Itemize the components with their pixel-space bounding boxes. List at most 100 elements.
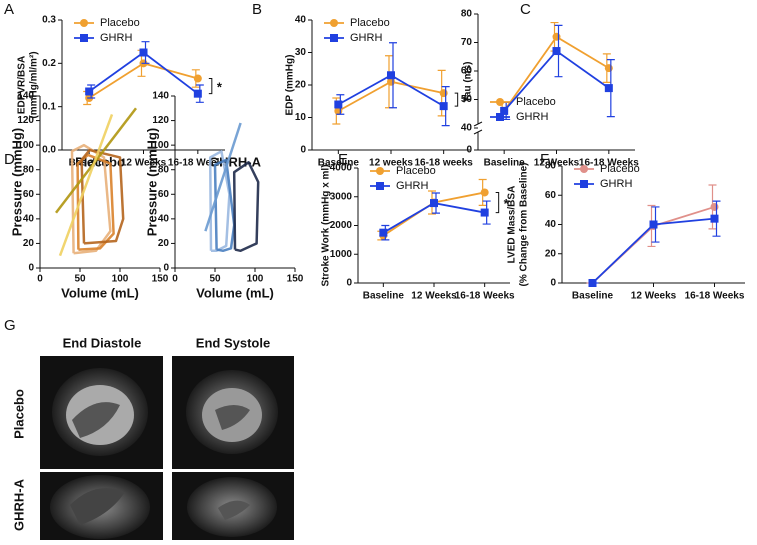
y-tick-label: 80 [158,164,170,175]
x-tick-label: Baseline [363,291,405,302]
x-tick-label: 16-18 Weeks [579,158,639,169]
legend-label: GHRH [516,111,548,123]
x-tick-label: Baseline [572,291,614,302]
significance-bracket [495,191,500,214]
y-tick-label: 60 [23,189,35,200]
y-tick-label: 70 [461,37,473,48]
panel-letter: F [540,151,549,168]
legend-label: GHRH [396,180,428,192]
marker [139,48,148,57]
x-tick-label: 12 Weeks [121,158,167,169]
legend-label: Placebo [516,96,556,108]
panel-letter: B [252,1,262,18]
marker [710,214,719,223]
pv-loop [70,143,112,255]
y-tick-label: 0 [300,145,306,156]
legend-label: GHRH [100,32,132,44]
legend-label: GHRH [600,178,632,190]
x-axis-label: Volume (mL) [61,285,139,300]
y-tick-label: 1000 [330,249,353,260]
y-tick-label: 0 [550,278,556,289]
y-tick-label: 30 [295,47,307,58]
y-axis-label: LVED Mass/BSA [507,186,518,264]
y-tick-label: 0.0 [42,145,56,156]
y-tick-label: 80 [23,164,35,175]
y-tick-label: 140 [17,91,34,102]
y-tick-label: 0 [28,263,34,274]
y-axis-label: EDPVR/BSA [17,56,28,114]
legend-marker [80,34,88,42]
marker [193,74,202,83]
legend-marker [496,98,504,106]
marker [588,279,597,287]
panel-letter: D [4,151,15,168]
marker [552,32,561,41]
x-tick-label: 16-18 weeks [414,158,473,169]
y-tick-label: 80 [461,9,473,20]
x-tick-label: 0 [37,274,43,285]
y-axis-label: Pressure (mmHg) [144,128,159,236]
legend-marker [376,167,384,175]
y-tick-label: 40 [461,123,473,134]
legend-label: Placebo [396,165,436,177]
y-tick-label: 40 [158,213,170,224]
y-tick-label: 60 [545,190,557,201]
y-tick-label: 0 [466,145,472,156]
marker [439,89,448,98]
y-tick-label: 40 [545,219,557,230]
series-line [591,206,715,284]
y-tick-label: 60 [461,66,473,77]
significance-bracket [208,78,213,95]
marker [552,47,561,56]
x-axis-label: Volume (mL) [196,285,274,300]
legend-marker [496,113,504,121]
x-tick-label: 50 [74,274,86,285]
panel-g: G End Diastole End Systole Placebo GHRH-… [4,317,294,540]
x-tick-label: 12 Weeks [411,291,457,302]
column-label: End Diastole [63,335,142,350]
y-tick-label: 10 [295,112,307,123]
y-tick-label: 140 [152,91,169,102]
chart-title: Placebo [75,154,125,169]
annotation: * [217,80,223,95]
x-tick-label: 16-18 Weeks [455,291,515,302]
marker [480,188,489,197]
x-tick-label: 150 [287,274,304,285]
mri-image [172,356,294,469]
x-tick-label: 0 [172,274,178,285]
annotation: * [504,196,510,211]
panel-letter: G [4,317,16,334]
y-tick-label: 20 [295,80,307,91]
y-axis-label: Pressure (mmHg) [9,128,24,236]
series-line [382,202,485,234]
panel-letter: A [4,1,14,18]
x-tick-label: Baseline [484,158,526,169]
row-label: GHRH-A [11,478,26,531]
y-tick-label: 100 [17,140,34,151]
pv-loop [80,148,125,245]
y-tick-label: 0.3 [42,15,56,26]
y-tick-label: 4000 [330,163,353,174]
legend-marker [330,19,338,27]
y-tick-label: 40 [23,213,35,224]
mri-image [40,356,163,469]
y-tick-label: 0 [346,278,352,289]
x-tick-label: 12 Weeks [534,158,580,169]
marker [387,71,395,80]
panel: B 0 10 20 30 40 Baseline 12 weeks 16-18 weeks EDP… [252,1,473,169]
marker [85,87,94,96]
legend-label: Placebo [100,17,140,29]
marker [604,64,613,73]
y-axis-label: Stroke Work (mmHg x ml) [321,164,332,286]
x-tick-label: 100 [247,274,264,285]
chart-title: GHRH-A [209,154,262,169]
panel-letter: C [520,1,531,18]
x-tick-label: 50 [209,274,221,285]
row-label: Placebo [11,389,26,439]
y-tick-label: 100 [152,140,169,151]
marker [649,220,658,229]
y-tick-label: 0.2 [42,58,56,69]
marker [430,199,438,208]
